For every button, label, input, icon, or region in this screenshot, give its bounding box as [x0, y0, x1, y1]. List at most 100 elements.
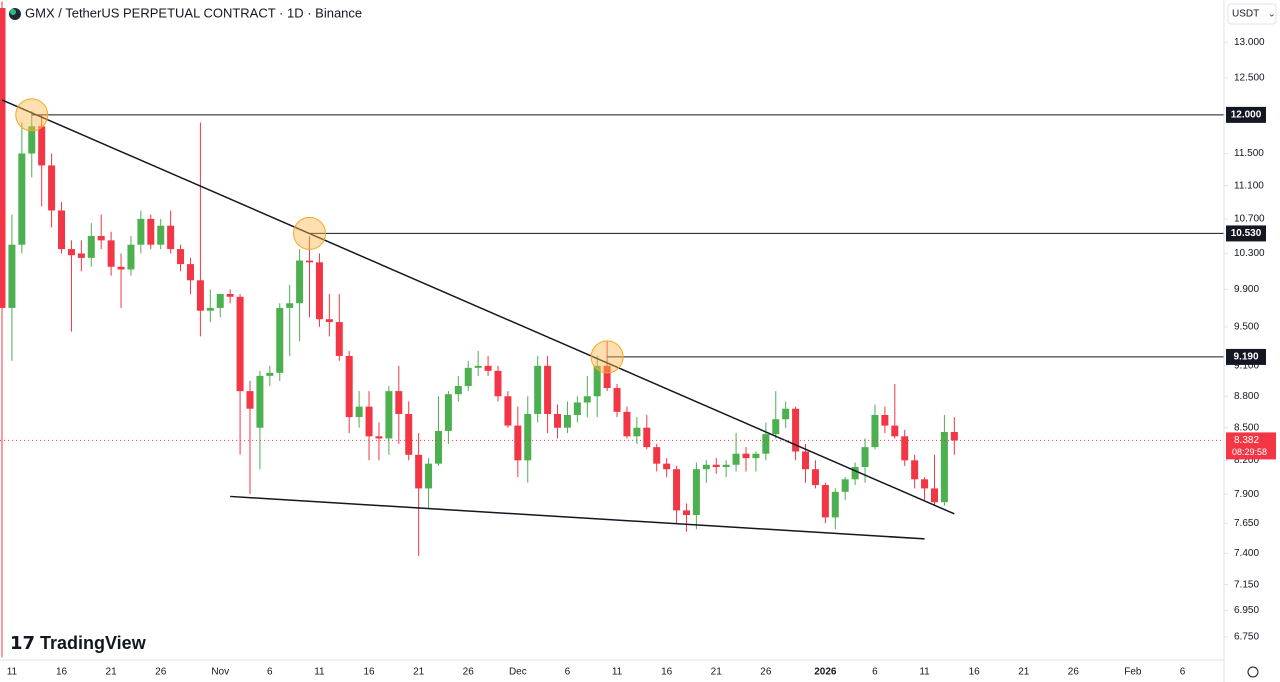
candle-body: [48, 165, 56, 211]
candle-body: [186, 264, 194, 281]
currency-button[interactable]: [1227, 3, 1277, 25]
x-tick-label: 6: [872, 667, 878, 678]
candle-body: [673, 469, 681, 511]
candle-body: [405, 413, 413, 455]
candle-body: [306, 260, 314, 263]
candle-body: [593, 365, 601, 397]
y-tick-label: 11.100: [1234, 180, 1264, 191]
candle-body: [534, 365, 542, 414]
candle-body: [653, 447, 661, 464]
y-tick-label: 9.500: [1234, 321, 1259, 332]
brand-logo: 𝟭𝟳: [10, 633, 35, 653]
candle-body: [573, 402, 581, 416]
candle-body: [494, 370, 502, 397]
y-tick-label: 7.400: [1234, 548, 1259, 559]
x-tick-label: 26: [760, 667, 772, 678]
candle-body: [613, 388, 621, 412]
candle-body: [851, 466, 859, 480]
y-tick-label: 12.500: [1234, 72, 1265, 83]
y-tick-label: 6.950: [1234, 605, 1259, 616]
y-tick-label: 9.100: [1234, 360, 1259, 371]
x-tick-label: Feb: [1124, 667, 1142, 678]
candle-body: [216, 293, 224, 308]
highlight-circle: [15, 98, 49, 132]
candle-body: [504, 396, 512, 426]
y-tick-label: 11.500: [1234, 148, 1264, 159]
candle-body: [8, 244, 16, 308]
candle-body: [464, 367, 472, 387]
level-label-box: [1226, 106, 1266, 123]
candle-body: [921, 479, 929, 489]
candle-body: [97, 236, 105, 241]
last-price-box: [1226, 432, 1276, 460]
settings-icon[interactable]: [1247, 666, 1259, 678]
x-tick-label: 11: [612, 667, 623, 678]
plot-area: [0, 1, 1224, 658]
y-tick-label: 9.900: [1234, 284, 1259, 295]
candle-body: [167, 225, 175, 250]
x-tick-label: 11: [314, 667, 325, 678]
candle-body: [663, 463, 671, 470]
candle-body: [157, 225, 165, 245]
candle-body: [643, 427, 651, 448]
candle-body: [792, 408, 800, 452]
candle-body: [177, 249, 185, 265]
candle-body: [137, 218, 145, 245]
x-tick-label: Nov: [211, 667, 229, 678]
symbol-logo-dot: [10, 9, 16, 15]
candle-body: [395, 391, 403, 414]
candle-body: [28, 126, 36, 154]
y-tick-label: 8.800: [1234, 391, 1259, 402]
candle-body: [296, 260, 304, 304]
candle-body: [702, 464, 710, 470]
x-tick-label: 21: [413, 667, 425, 678]
x-tick-label: 16: [363, 667, 375, 678]
candle-body: [484, 365, 492, 371]
x-tick-label: 16: [969, 667, 981, 678]
candle-body: [375, 436, 383, 439]
x-tick-label: 6: [565, 667, 571, 678]
candle-body: [940, 432, 948, 503]
level-label: 12.000: [1231, 110, 1262, 121]
candle-body: [355, 406, 363, 418]
candle-body: [434, 430, 442, 464]
candle-body: [682, 510, 690, 516]
x-tick-label: 26: [155, 667, 167, 678]
candle-body: [107, 240, 115, 267]
x-tick-label: 6: [1180, 667, 1186, 678]
y-tick-label: 10.300: [1234, 248, 1265, 259]
y-tick-label: 7.650: [1234, 518, 1259, 529]
currency-label[interactable]: USDT: [1232, 9, 1259, 20]
candle-body: [236, 296, 244, 392]
candle-body: [811, 469, 819, 485]
candle-body: [821, 484, 829, 518]
candle-body: [782, 408, 790, 420]
candle-body: [147, 218, 155, 245]
chart-title: GMX / TetherUS PERPETUAL CONTRACT · 1D ·…: [25, 5, 362, 20]
candle-body: [256, 375, 264, 428]
candle-body: [950, 432, 958, 441]
brand-name: TradingView: [40, 633, 147, 653]
candle-body: [67, 249, 75, 256]
candle-body: [712, 464, 720, 467]
candle-body: [762, 434, 770, 454]
candle-body: [911, 460, 919, 480]
highlight-circle: [590, 340, 624, 374]
level-label-box: [1226, 348, 1266, 365]
x-tick-label: 6: [267, 667, 273, 678]
candle-body: [266, 372, 274, 376]
candle-body: [474, 365, 482, 368]
currency-caret[interactable]: ⌄: [1268, 8, 1276, 18]
candle-body: [196, 280, 204, 311]
candle-body: [246, 391, 254, 409]
candle-body: [365, 406, 373, 437]
candle-body: [325, 319, 333, 323]
y-tick-label: 7.150: [1234, 579, 1259, 590]
x-tick-label: 21: [711, 667, 723, 678]
candle-body: [385, 391, 393, 439]
candle-body: [563, 415, 571, 428]
level-label-box: [1226, 225, 1266, 242]
candle-body: [514, 425, 522, 461]
